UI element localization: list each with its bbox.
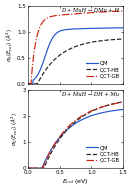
QCT-GB [122,101,124,103]
QCT-GB [88,111,89,113]
QM [27,167,29,169]
Legend: QM, QCT-HB, QCT-GB: QM, QCT-HB, QCT-GB [85,144,121,164]
Line: QCT-HB: QCT-HB [28,102,123,168]
X-axis label: $E_{col}$ (eV): $E_{col}$ (eV) [62,177,89,186]
QM [83,27,84,30]
QCT-GB [99,106,101,108]
QM [109,27,111,29]
QCT-GB [109,104,111,106]
QM [33,78,35,81]
QCT-GB [109,10,111,13]
QCT-GB [85,12,86,14]
QCT-HB [99,40,101,42]
Line: QCT-GB: QCT-GB [28,11,123,84]
QCT-GB [33,53,35,56]
QM [27,83,29,85]
QCT-HB [27,167,29,169]
Line: QCT-GB: QCT-GB [28,102,123,168]
QCT-GB [83,114,84,116]
QCT-GB [122,10,124,12]
QCT-GB [83,12,84,14]
QCT-HB [122,38,124,40]
QCT-GB [99,11,101,13]
QM [99,27,101,29]
QCT-HB [88,112,89,114]
QM [109,110,111,112]
QCT-HB [83,115,84,117]
QM [88,116,89,118]
Text: D + MuH → DH + Mu: D + MuH → DH + Mu [61,92,119,97]
QCT-HB [122,101,124,103]
QM [85,27,86,30]
Y-axis label: $\sigma_0(E_{col})\ (\AA^2)$: $\sigma_0(E_{col})\ (\AA^2)$ [10,112,20,146]
QM [85,117,86,119]
Line: QM: QM [28,28,123,84]
QM [122,27,124,29]
QCT-HB [27,83,29,85]
QCT-HB [88,42,89,44]
QCT-GB [85,112,86,115]
QCT-HB [33,167,35,169]
QCT-HB [33,83,35,85]
QCT-GB [27,167,29,169]
QM [83,118,84,120]
Line: QM: QM [28,109,123,168]
QCT-GB [88,12,89,14]
Legend: QM, QCT-HB, QCT-GB: QM, QCT-HB, QCT-GB [85,60,121,80]
Text: D + MuH → DMu + H: D + MuH → DMu + H [61,8,119,13]
QCT-HB [99,107,101,109]
QCT-HB [109,104,111,106]
Line: QCT-HB: QCT-HB [28,39,123,84]
QCT-GB [27,83,29,85]
Y-axis label: $\sigma_0(E_{col})\ (\AA^2)$: $\sigma_0(E_{col})\ (\AA^2)$ [5,28,15,62]
QM [33,167,35,169]
QCT-HB [109,39,111,41]
QCT-HB [85,42,86,45]
QM [99,112,101,114]
QM [88,27,89,30]
QM [122,108,124,111]
QCT-GB [33,167,35,169]
QCT-HB [83,43,84,45]
QCT-HB [85,113,86,116]
